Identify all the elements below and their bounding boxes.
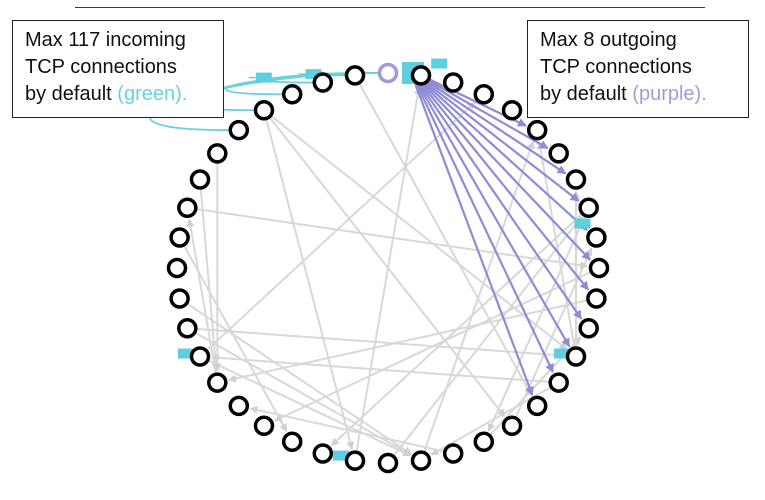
node-ring-icon <box>410 65 432 86</box>
node-ring-icon <box>565 169 587 190</box>
outgoing-callout-highlight: (purple). <box>632 83 707 105</box>
incoming-callout-highlight: (green). <box>117 83 188 105</box>
node-ring-icon <box>169 288 190 309</box>
node-ring-icon <box>177 197 198 218</box>
peer-edge <box>178 237 288 433</box>
peer-edge <box>199 179 220 372</box>
outgoing-callout-line3-prefix: by default <box>540 83 633 105</box>
node-ring-icon <box>501 99 523 121</box>
packet-icon <box>554 348 571 359</box>
outgoing-edge <box>409 69 567 175</box>
node-ring-icon <box>344 450 366 471</box>
node-ring-icon <box>344 65 366 86</box>
packet-icon <box>255 72 272 83</box>
source-node <box>377 62 399 84</box>
node-ring-icon <box>586 288 607 309</box>
node-ring-icon <box>578 318 599 339</box>
peer-edge <box>210 353 559 384</box>
outgoing-edge <box>409 69 590 291</box>
node-ring-icon <box>578 197 599 218</box>
node-ring-icon <box>207 143 228 164</box>
incoming-callout: Max 117 incoming TCP connections by defa… <box>12 20 224 118</box>
outgoing-edge <box>408 69 534 396</box>
peer-edge <box>273 267 600 422</box>
peer-edge <box>263 109 355 450</box>
node-ring-icon <box>588 257 610 279</box>
peer-edge <box>536 140 577 357</box>
incoming-callout-line3: by default (green). <box>25 81 213 108</box>
peer-edge <box>228 297 597 383</box>
peer-edge <box>354 86 422 461</box>
node-ring-icon <box>207 372 228 393</box>
node-ring-icon <box>312 72 334 93</box>
peer-edge <box>420 140 535 461</box>
packet-icon <box>177 348 194 359</box>
node-ring-icon <box>473 431 495 452</box>
node-ring-icon <box>410 450 432 471</box>
peer-connections <box>178 74 600 464</box>
peer-edge <box>330 207 590 447</box>
peer-edge <box>487 207 590 432</box>
node-ring-icon <box>548 143 569 164</box>
top-rule <box>75 7 705 8</box>
node-ring-icon <box>166 257 188 279</box>
node-ring-icon <box>281 431 303 452</box>
peer-edge <box>387 216 583 464</box>
outgoing-edge <box>409 69 549 150</box>
outgoing-callout: Max 8 outgoing TCP connections by defaul… <box>527 20 749 118</box>
node-ring-icon <box>253 99 275 121</box>
outgoing-edge <box>409 69 571 348</box>
peer-edge <box>263 109 568 350</box>
incoming-callout-line1: Max 117 incoming <box>25 29 186 51</box>
outgoing-edge <box>409 69 591 261</box>
node-ring-icon <box>253 415 275 437</box>
incoming-callout-line2: TCP connections <box>25 56 177 78</box>
node-ring-icon <box>169 227 190 248</box>
incoming-callout-line3-prefix: by default <box>25 83 118 105</box>
packet-icon <box>574 218 591 229</box>
node-ring-icon <box>586 227 607 248</box>
outgoing-edge <box>409 69 588 231</box>
peer-edge <box>186 327 412 456</box>
node-ring-icon <box>189 346 211 367</box>
node-ring-icon <box>442 443 464 464</box>
nodes <box>166 62 610 474</box>
node-ring-icon <box>442 72 464 93</box>
outgoing-edge <box>409 69 554 374</box>
node-ring-icon <box>228 119 250 141</box>
node-ring-icon <box>526 119 548 141</box>
packet-icon <box>431 58 448 69</box>
node-ring-icon <box>565 346 587 367</box>
peer-edge <box>354 74 533 397</box>
outgoing-callout-line2: TCP connections <box>540 56 692 78</box>
peer-edge <box>187 206 589 270</box>
node-ring-icon <box>228 395 250 417</box>
node-ring-icon <box>501 415 523 437</box>
node-ring-icon <box>548 372 569 393</box>
outgoing-edge <box>409 69 580 202</box>
node-ring-icon <box>189 169 211 190</box>
packet-icon <box>305 69 322 80</box>
node-ring-icon <box>473 84 495 105</box>
node-ring-icon <box>526 395 548 417</box>
node-ring-icon <box>281 84 303 105</box>
node-ring-icon <box>377 452 399 474</box>
outgoing-callout-line1: Max 8 outgoing <box>540 29 677 51</box>
peer-edge <box>187 327 566 360</box>
packet-icon <box>332 450 349 461</box>
outgoing-callout-line3: by default (purple). <box>540 81 738 108</box>
peer-edge <box>186 218 219 383</box>
node-ring-icon <box>312 443 334 464</box>
outgoing-edge <box>409 69 583 320</box>
node-ring-icon <box>177 318 198 339</box>
